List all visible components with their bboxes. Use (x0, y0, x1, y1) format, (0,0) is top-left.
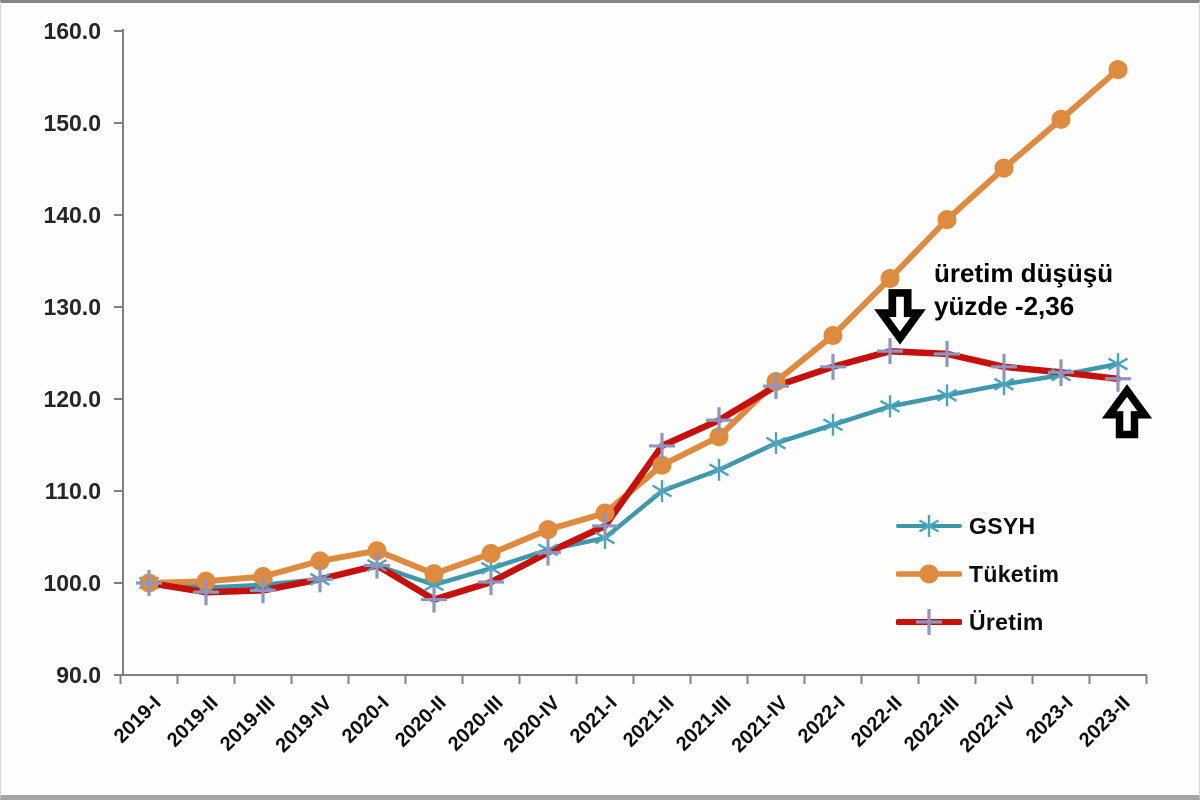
annotation-line-2: yüzde -2,36 (934, 291, 1075, 321)
svg-text:90.0: 90.0 (56, 662, 101, 688)
line-chart: 90.0 100.0 110.0 120.0 130.0 140.0 150.0 160.0 2… (43, 18, 1148, 758)
series-markers-üretim (136, 338, 1131, 613)
series-line-üretim (145, 347, 1122, 603)
svg-text:2021-II: 2021-II (619, 692, 679, 752)
up-arrow-icon (1101, 383, 1153, 441)
svg-text:2023-II: 2023-II (1075, 692, 1135, 752)
gsyh-line-swatch (896, 515, 962, 537)
svg-text:2021-III: 2021-III (672, 692, 736, 756)
svg-text:2022-III: 2022-III (900, 692, 964, 756)
svg-text:2021-I: 2021-I (566, 692, 622, 748)
legend-item-uretim: Üretim (896, 598, 1059, 646)
legend-label-gsyh: GSYH (969, 512, 1036, 539)
svg-text:110.0: 110.0 (45, 478, 101, 504)
svg-text:2022-I: 2022-I (794, 692, 850, 748)
legend-label-uretim: Üretim (969, 608, 1044, 635)
svg-text:2022-IV: 2022-IV (955, 692, 1021, 758)
svg-text:120.0: 120.0 (43, 386, 101, 412)
svg-text:2020-I: 2020-I (338, 692, 394, 748)
svg-text:2020-IV: 2020-IV (499, 692, 565, 758)
svg-text:2023-I: 2023-I (1022, 692, 1078, 748)
svg-text:2019-III: 2019-III (216, 692, 280, 756)
annotation-line-1: üretim düşüşü (934, 258, 1114, 288)
svg-text:2019-I: 2019-I (110, 692, 166, 748)
svg-text:2020-III: 2020-III (444, 692, 508, 756)
annotation-text: üretim düşüşü yüzde -2,36 (934, 257, 1113, 323)
svg-text:2022-II: 2022-II (847, 692, 907, 752)
legend-item-tuketim: Tüketim (896, 550, 1059, 598)
svg-text:2019-II: 2019-II (163, 692, 223, 752)
legend-label-tuketim: Tüketim (969, 560, 1060, 587)
svg-text:160.0: 160.0 (43, 18, 101, 44)
svg-text:2021-IV: 2021-IV (727, 692, 793, 758)
svg-text:150.0: 150.0 (43, 110, 101, 136)
svg-text:130.0: 130.0 (43, 294, 101, 320)
y-axis-labels: 90.0 100.0 110.0 120.0 130.0 140.0 150.0 160.0 (43, 18, 123, 688)
svg-text:140.0: 140.0 (43, 202, 101, 228)
legend-item-gsyh: GSYH (896, 502, 1059, 550)
svg-text:100.0: 100.0 (43, 570, 101, 596)
svg-text:2020-II: 2020-II (391, 692, 451, 752)
down-arrow-icon (874, 286, 926, 346)
uretim-line-swatch (896, 609, 962, 635)
svg-text:2019-IV: 2019-IV (271, 692, 337, 758)
tuketim-line-swatch (896, 564, 962, 584)
chart-legend: GSYH Tüketim Üretim (896, 502, 1059, 646)
